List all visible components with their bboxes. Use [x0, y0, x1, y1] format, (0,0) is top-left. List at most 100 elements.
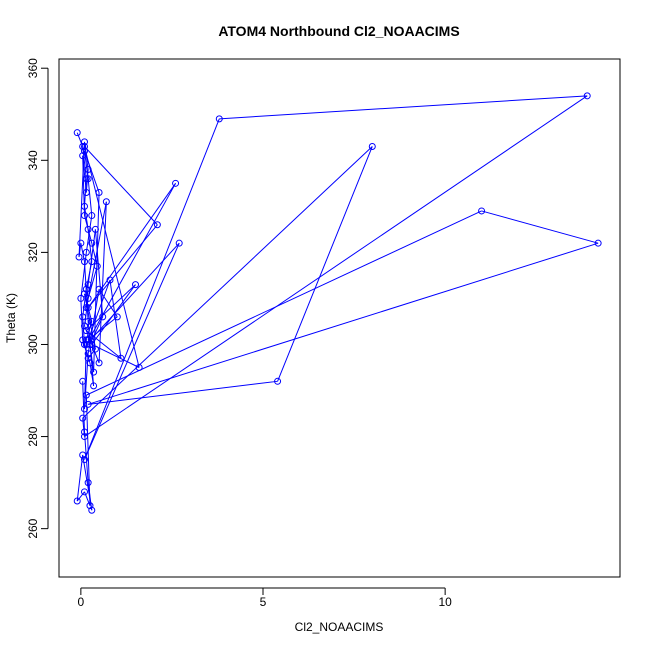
series-segment — [84, 146, 158, 226]
data-point — [81, 212, 88, 220]
data-point — [75, 253, 83, 261]
data-point — [84, 354, 92, 362]
data-point — [88, 258, 96, 266]
data-point — [95, 189, 103, 197]
series-segment — [80, 252, 87, 299]
data-point — [90, 368, 98, 376]
data-point — [82, 175, 90, 183]
data-point — [79, 336, 87, 344]
data-point — [81, 258, 88, 266]
data-point — [79, 142, 87, 150]
data-point — [132, 281, 139, 289]
data-point — [81, 428, 88, 436]
series-segment — [89, 344, 95, 373]
series-segment — [89, 316, 104, 345]
series-segment — [84, 146, 140, 368]
series-segment — [91, 344, 140, 368]
data-point — [583, 92, 591, 100]
x-tick-label: 5 — [260, 595, 267, 609]
data-point — [84, 281, 92, 289]
data-point — [102, 198, 110, 206]
series-segment — [87, 289, 100, 354]
data-point — [175, 239, 183, 247]
data-point — [81, 456, 88, 464]
data-point — [88, 340, 96, 348]
x-axis-label: Cl2_NOAACIMS — [295, 620, 384, 634]
data-point — [79, 377, 87, 385]
data-point — [594, 239, 602, 247]
series-segment — [84, 293, 96, 350]
data-point — [86, 340, 94, 348]
series-segment — [87, 279, 111, 341]
series-segment — [87, 482, 93, 511]
data-point — [84, 317, 92, 325]
series-segment — [85, 395, 91, 506]
data-point — [95, 285, 103, 293]
series-segment — [85, 183, 177, 345]
data-point — [82, 189, 90, 197]
data-point — [81, 488, 88, 496]
data-point — [82, 248, 90, 256]
y-tick-label: 320 — [26, 242, 40, 262]
data-point — [90, 382, 98, 390]
data-point — [368, 142, 376, 150]
data-point — [79, 313, 87, 321]
data-point — [73, 129, 81, 137]
data-point — [91, 345, 99, 353]
data-point — [84, 479, 92, 487]
data-point — [274, 377, 282, 385]
chart-title: ATOM4 Northbound Cl2_NOAACIMS — [218, 23, 459, 39]
plot-frame — [58, 58, 621, 578]
data-point — [81, 433, 88, 441]
data-point — [84, 175, 92, 183]
series-segment — [76, 132, 84, 147]
series-segment — [84, 215, 93, 244]
data-point — [99, 313, 107, 321]
data-point — [135, 363, 143, 371]
series-segment — [87, 183, 176, 308]
data-point — [86, 502, 94, 510]
series-segment — [85, 215, 93, 253]
y-tick-label: 280 — [26, 426, 40, 446]
series-segment — [277, 146, 373, 382]
y-tick-label: 260 — [26, 518, 40, 538]
series-segment — [84, 293, 93, 322]
data-point — [82, 304, 90, 312]
data-point — [95, 359, 103, 367]
data-point — [82, 391, 90, 399]
series-segment — [84, 242, 180, 460]
data-point — [153, 221, 161, 229]
series-segment — [219, 95, 588, 120]
data-point — [81, 138, 88, 146]
series-segment — [80, 298, 84, 340]
data-point — [77, 239, 85, 247]
series-segment — [84, 353, 89, 409]
data-point — [215, 115, 223, 123]
data-point — [79, 152, 87, 160]
series-segment — [82, 146, 87, 179]
data-point — [88, 506, 96, 514]
series-segment — [87, 266, 98, 299]
data-point — [81, 322, 88, 330]
data-point — [88, 317, 96, 325]
y-tick-label: 360 — [26, 58, 40, 78]
data-point — [82, 336, 90, 344]
data-point — [86, 359, 94, 367]
data-point — [91, 225, 99, 233]
series-segment — [82, 381, 85, 432]
series-segment — [481, 210, 599, 244]
data-point — [81, 405, 88, 413]
data-point — [88, 212, 96, 220]
plot-area — [73, 92, 602, 514]
data-point — [106, 276, 114, 284]
series-segment — [76, 491, 85, 502]
data-point — [81, 202, 88, 210]
series-segment — [87, 178, 93, 216]
data-point — [117, 354, 125, 362]
series-segment — [84, 118, 220, 460]
series-segment — [88, 380, 278, 405]
data-point — [172, 179, 180, 187]
data-point — [84, 304, 92, 312]
data-point — [84, 166, 92, 174]
series-segment — [76, 454, 84, 502]
